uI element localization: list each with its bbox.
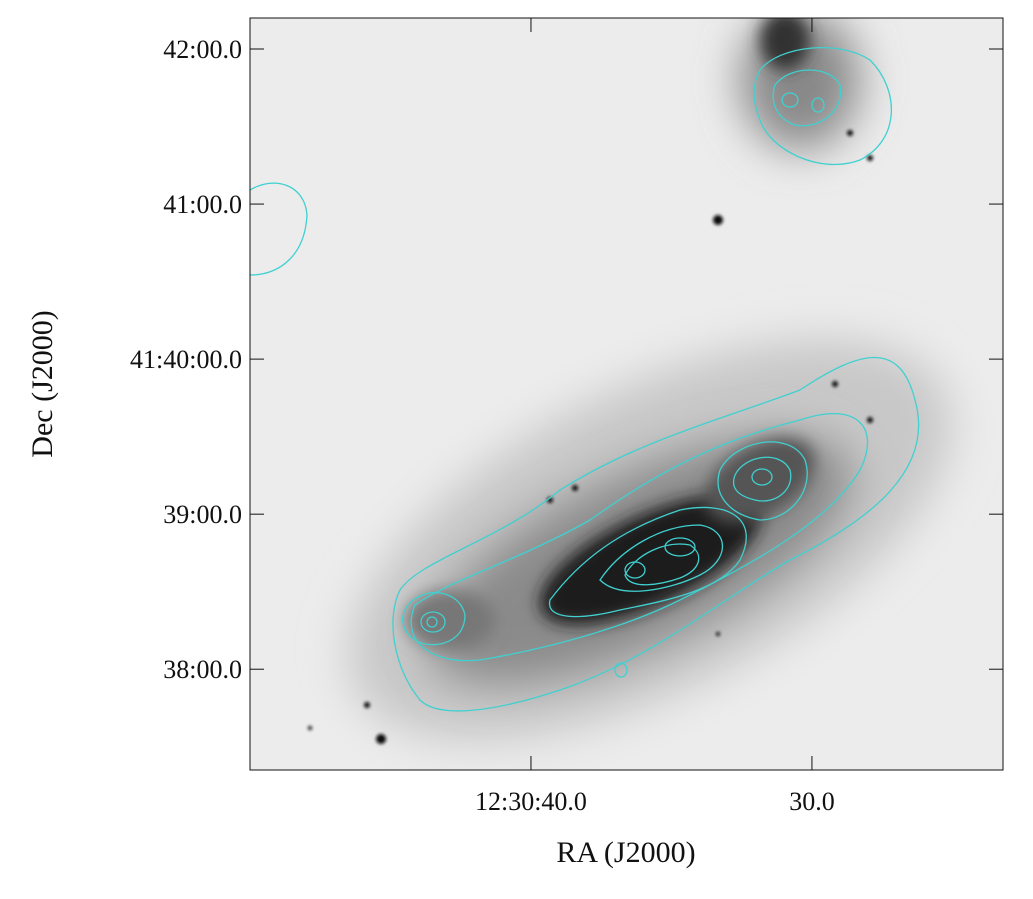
x-axis-label: RA (J2000) — [556, 836, 695, 869]
contours — [250, 47, 920, 712]
x-tick-label: 12:30:40.0 — [475, 787, 587, 816]
x-tick-label: 30.0 — [789, 787, 835, 816]
y-axis-label: Dec (J2000) — [26, 310, 59, 457]
y-tick-label: 39:00.0 — [163, 500, 242, 529]
y-tick-label: 41:40:00.0 — [130, 345, 242, 374]
plot-frame — [249, 17, 1004, 771]
sky-image — [250, 18, 1003, 770]
y-tick-label: 41:00.0 — [163, 190, 242, 219]
y-tick-label: 38:00.0 — [163, 655, 242, 684]
y-tick-label: 42:00.0 — [163, 35, 242, 64]
